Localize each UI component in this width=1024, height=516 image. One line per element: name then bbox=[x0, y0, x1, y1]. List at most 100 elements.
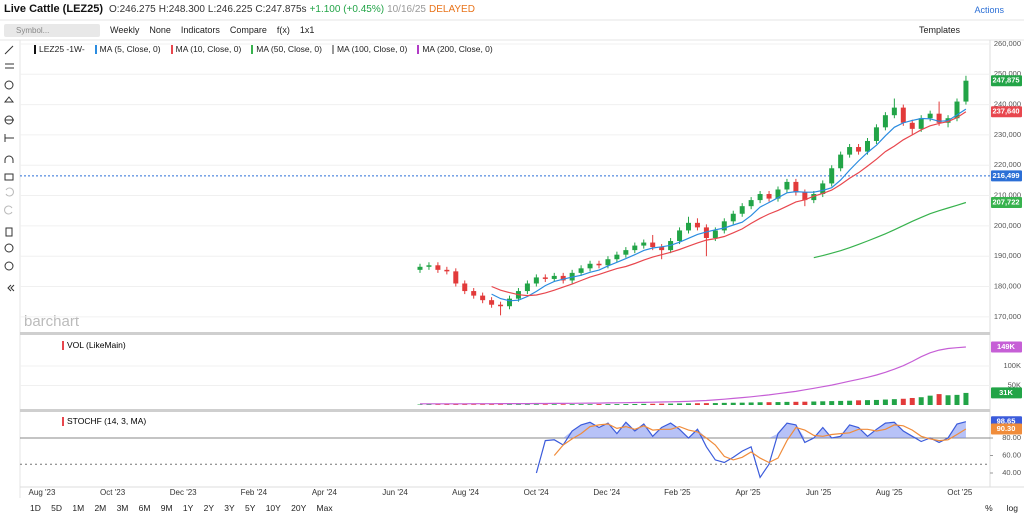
range-button[interactable]: 10Y bbox=[265, 503, 281, 513]
legend-entry[interactable]: MA (200, Close, 0) bbox=[413, 44, 493, 54]
watermark: barchart bbox=[24, 313, 80, 330]
candle-body bbox=[766, 194, 772, 199]
candle-body bbox=[560, 275, 566, 281]
legend-swatch bbox=[331, 44, 334, 54]
toolbar-item[interactable]: Compare bbox=[229, 25, 267, 35]
symbol-search[interactable]: Symbol... bbox=[4, 23, 100, 37]
templates-button[interactable]: Templates bbox=[918, 25, 960, 35]
legend-entry[interactable]: MA (5, Close, 0) bbox=[91, 44, 161, 54]
volume-bar bbox=[820, 401, 826, 405]
range-button[interactable]: 9M bbox=[160, 503, 173, 513]
candle-body bbox=[596, 263, 602, 266]
x-tick-label: Dec '23 bbox=[170, 488, 197, 497]
candle-body bbox=[865, 140, 870, 152]
status: DELAYED bbox=[429, 4, 475, 15]
range-button[interactable]: 5D bbox=[51, 503, 63, 513]
volume-bar bbox=[471, 404, 477, 405]
volume-bar bbox=[775, 402, 781, 405]
toolbar-item[interactable]: None bbox=[149, 25, 171, 35]
volume-bar bbox=[712, 403, 718, 405]
range-button[interactable]: 20Y bbox=[291, 503, 307, 513]
legend-entry[interactable]: LEZ25 -1W- bbox=[30, 44, 85, 54]
scale-button[interactable]: log bbox=[1006, 503, 1018, 513]
price-tag-label: 247,875 bbox=[992, 76, 1019, 85]
range-button[interactable]: 1M bbox=[72, 503, 85, 513]
legend-entry[interactable]: MA (10, Close, 0) bbox=[167, 44, 241, 54]
y-tick-label: 180,000 bbox=[994, 282, 1021, 291]
volume-bar bbox=[542, 404, 548, 405]
volume-bar bbox=[641, 403, 647, 405]
volume-bar bbox=[838, 400, 844, 405]
ma-line bbox=[491, 111, 967, 297]
candle-body bbox=[462, 283, 468, 292]
volume-bar bbox=[766, 402, 772, 405]
volume-tag bbox=[991, 341, 1022, 353]
x-tick-label: Oct '24 bbox=[524, 488, 550, 497]
range-button[interactable]: 3M bbox=[116, 503, 129, 513]
legend-label: LEZ25 -1W- bbox=[39, 44, 85, 54]
left-toolbar[interactable] bbox=[3, 45, 15, 292]
toolbar-item[interactable]: f(x) bbox=[276, 25, 290, 35]
candle-body bbox=[703, 227, 709, 239]
volume-bar bbox=[739, 402, 745, 405]
y-tick-label: 40.00 bbox=[1002, 468, 1021, 477]
y-tick-label: 80.00 bbox=[1002, 433, 1021, 442]
volume-bar bbox=[578, 404, 584, 405]
range-button[interactable]: 6M bbox=[138, 503, 151, 513]
candle-body bbox=[426, 265, 432, 267]
price-tag-label: 237,640 bbox=[992, 107, 1019, 116]
candle-body bbox=[507, 298, 512, 307]
volume-bar bbox=[918, 397, 924, 405]
scale-button[interactable]: % bbox=[985, 503, 993, 513]
candle-body bbox=[918, 118, 924, 129]
toolbar-item[interactable]: Indicators bbox=[180, 25, 220, 35]
date: 10/16/25 bbox=[387, 4, 426, 15]
volume-bar bbox=[730, 402, 736, 405]
candle-body bbox=[614, 254, 620, 260]
range-button[interactable]: 1D bbox=[30, 503, 41, 513]
y-tick-label: 170,000 bbox=[994, 312, 1021, 321]
legend-label: MA (5, Close, 0) bbox=[99, 44, 161, 54]
candle-body bbox=[730, 213, 736, 222]
volume-bar bbox=[507, 404, 512, 405]
candle-body bbox=[721, 221, 727, 231]
volume-bar bbox=[927, 395, 933, 405]
range-button[interactable]: 2M bbox=[94, 503, 107, 513]
x-tick-label: Aug '23 bbox=[29, 488, 56, 497]
candle-body bbox=[900, 107, 906, 123]
volume-bar bbox=[793, 401, 799, 405]
candle-body bbox=[498, 304, 504, 307]
legend-label: MA (50, Close, 0) bbox=[256, 44, 322, 54]
x-tick-label: Apr '24 bbox=[312, 488, 338, 497]
legend-swatch bbox=[170, 44, 173, 54]
candle-body bbox=[739, 206, 745, 214]
legend-label: MA (100, Close, 0) bbox=[336, 44, 408, 54]
range-button[interactable]: 5Y bbox=[245, 503, 256, 513]
legend-entry[interactable]: MA (100, Close, 0) bbox=[328, 44, 407, 54]
range-button[interactable]: 1Y bbox=[182, 503, 194, 513]
candle-body bbox=[838, 154, 844, 169]
volume-bar bbox=[632, 404, 638, 405]
candle-body bbox=[712, 230, 718, 239]
legend: LEZ25 -1W- MA (5, Close, 0) MA (10, Close,… bbox=[30, 44, 499, 54]
toolbar-item[interactable]: 1x1 bbox=[299, 25, 315, 35]
title: Live Cattle (LEZ25) bbox=[4, 3, 104, 15]
legend-entry[interactable]: MA (50, Close, 0) bbox=[247, 44, 322, 54]
toolbar-item[interactable]: Weekly bbox=[110, 25, 140, 35]
stoch-label: STOCHF (14, 3, MA) bbox=[67, 416, 147, 426]
volume-bar bbox=[936, 394, 942, 405]
candle-body bbox=[856, 147, 862, 152]
candle-body bbox=[632, 245, 638, 251]
volume-bar bbox=[900, 398, 906, 405]
legend-label: MA (200, Close, 0) bbox=[422, 44, 493, 54]
legend-swatch bbox=[251, 44, 254, 54]
volume-bar bbox=[686, 403, 691, 405]
actions-menu[interactable]: Actions bbox=[974, 5, 1004, 15]
volume-bar bbox=[963, 392, 969, 405]
high: H:248.300 bbox=[158, 4, 205, 15]
range-button[interactable]: 2Y bbox=[203, 503, 214, 513]
range-button[interactable]: 3Y bbox=[224, 503, 235, 513]
candle-body bbox=[829, 168, 835, 184]
range-button[interactable]: Max bbox=[316, 503, 333, 513]
